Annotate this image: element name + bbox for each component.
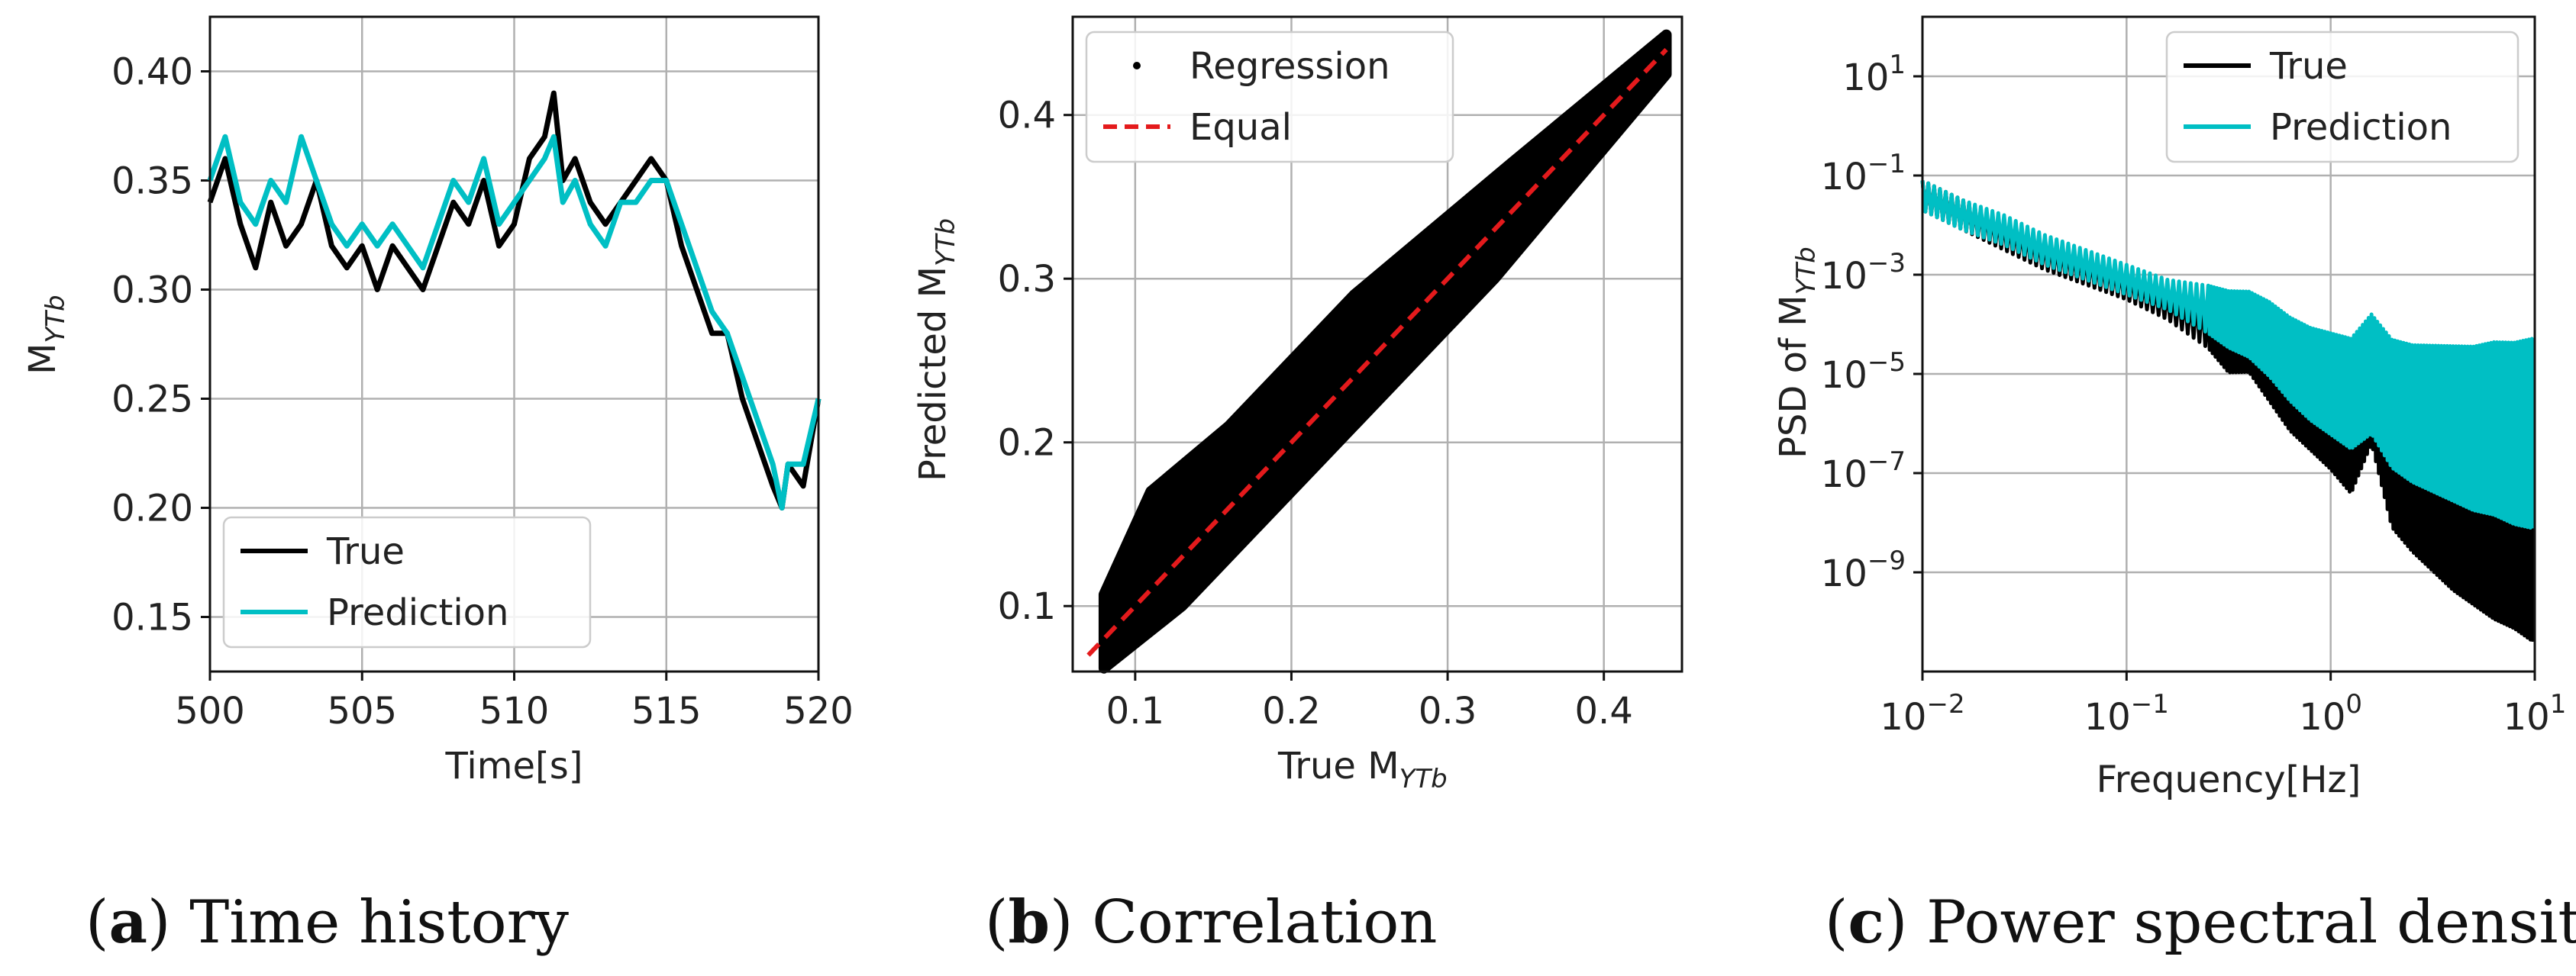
x-tick-label: 505 [327,690,397,733]
legend-label: True [326,530,405,573]
y-tick-label: 0.40 [111,51,193,94]
x-tick-label: 10−2 [1880,689,1964,739]
x-axis-label: Time[s] [445,745,583,788]
axis-label: MYTb [21,295,71,375]
x-tick-label: 10−1 [2084,689,2169,739]
plot-frame [208,15,820,673]
x-tick-label: 0.4 [1575,690,1633,733]
legend-box [222,516,592,649]
x-tick-label: 0.2 [1262,690,1320,733]
legend-label: Prediction [2270,106,2452,149]
panel-caption: (c) Power spectral density [1825,887,2576,957]
panel-a-time-history: 500 505 510 515 520 0.15 0.20 0.25 0.30 0.35 0.40 T… [21,15,854,788]
y-tick-label: 0.4 [998,95,1056,137]
panel-caption: (b) Correlation [985,887,1438,957]
x-tick-label: 101 [2503,689,2567,739]
y-tick-label: 101 [1842,50,1906,99]
panel-caption: (a) Time history [86,887,569,957]
legend-swatch [1133,62,1141,69]
legend-label: Regression [1190,45,1390,88]
legend-box [2165,31,2520,163]
y-tick-label: 10−3 [1821,248,1906,298]
x-tick-label: 515 [631,690,702,733]
panel-c-psd: 10−2 10−1 100 101 10−9 10−7 10−5 10−3 10−1 101 Tru… [1772,15,2567,801]
plot-frame [1921,15,2536,673]
y-tick-label: 0.15 [111,597,193,639]
axis-label: True MYTb [1277,745,1448,794]
equal-line [1086,47,1668,657]
legend-label: Prediction [327,591,508,634]
legend-box [1085,31,1454,163]
series-prediction [1920,180,2536,530]
x-tick-label: 100 [2299,689,2362,739]
y-tick-label: 0.20 [111,488,193,530]
y-tick-label: 10−5 [1821,347,1906,397]
plot-frame [1071,15,1683,673]
series-prediction [207,134,822,511]
x-tick-label: 500 [175,690,245,733]
x-tick-label: 520 [783,690,854,733]
axis-label: Predicted MYTb [912,218,961,482]
y-tick-label: 10−7 [1821,446,1906,496]
regression-cloud [1098,29,1672,674]
y-tick-label: 10−1 [1821,149,1906,198]
y-tick-label: 0.3 [998,258,1056,301]
y-tick-label: 0.1 [998,585,1056,628]
x-tick-label: 0.3 [1419,690,1477,733]
axis-label: PSD of MYTb [1772,246,1822,459]
x-tick-label: 0.1 [1106,690,1164,733]
x-tick-label: 510 [479,690,550,733]
y-tick-label: 0.2 [998,422,1056,465]
legend-label: Equal [1190,106,1292,149]
y-tick-label: 0.35 [111,160,193,203]
y-tick-label: 0.25 [111,378,193,421]
y-tick-label: 10−9 [1821,546,1906,595]
legend-label: True [2269,45,2348,88]
panel-b-correlation: 0.1 0.2 0.3 0.4 0.1 0.2 0.3 0.4 Regression Equal T… [912,15,1683,794]
x-axis-label: Frequency[Hz] [2097,759,2361,801]
y-tick-label: 0.30 [111,269,193,312]
